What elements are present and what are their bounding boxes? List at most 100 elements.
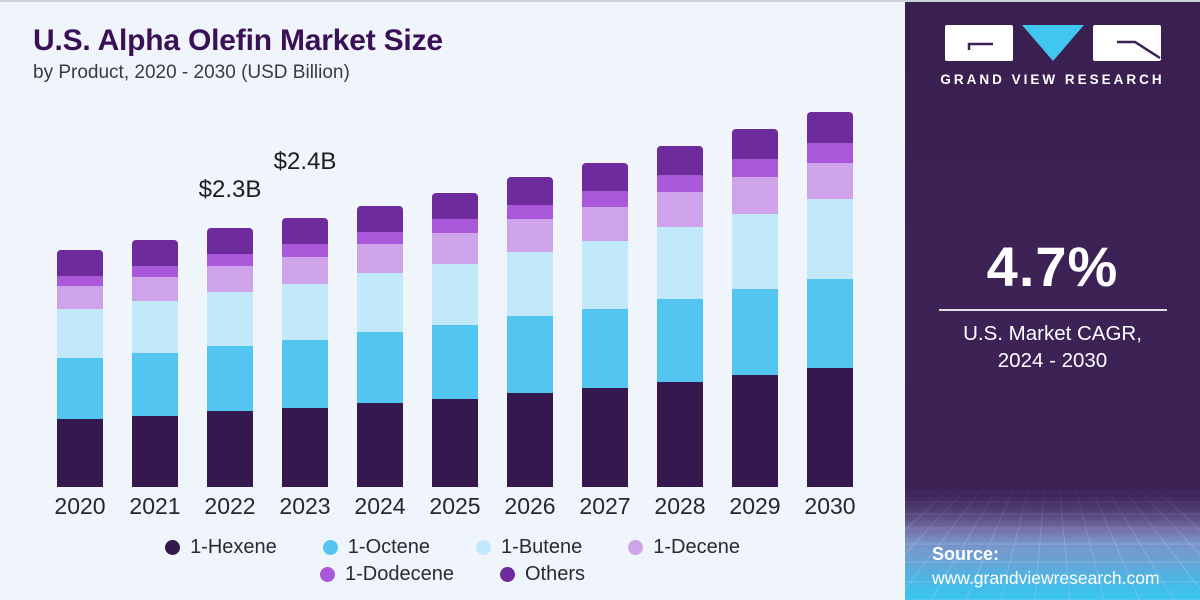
segment-1-hexene-2022[interactable] [207, 411, 253, 487]
segment-1-hexene-2021[interactable] [132, 415, 178, 487]
segment-1-hexene-2024[interactable] [357, 403, 403, 487]
legend-dot-icon [320, 567, 335, 582]
bar-2024[interactable] [357, 205, 403, 487]
segment-1-dodecene-2026[interactable] [507, 204, 553, 220]
segment-1-butene-2027[interactable] [582, 240, 628, 309]
segment-1-octene-2020[interactable] [57, 358, 103, 420]
segment-1-butene-2023[interactable] [282, 283, 328, 341]
segment-1-butene-2029[interactable] [732, 213, 778, 290]
segment-1-hexene-2023[interactable] [282, 407, 328, 487]
segment-1-octene-2024[interactable] [357, 332, 403, 404]
segment-1-hexene-2029[interactable] [732, 375, 778, 487]
bar-2022[interactable] [207, 228, 253, 487]
x-axis-label-2020: 2020 [54, 493, 106, 519]
segment-1-hexene-2025[interactable] [432, 398, 478, 487]
legend-item-1-butene[interactable]: 1-Butene [476, 536, 582, 559]
gvr-logo [905, 25, 1200, 61]
segment-1-butene-2026[interactable] [507, 252, 553, 317]
segment-1-butene-2028[interactable] [657, 227, 703, 300]
segment-1-decene-2030[interactable] [807, 162, 853, 199]
segment-1-dodecene-2029[interactable] [732, 159, 778, 178]
segment-others-2026[interactable] [507, 177, 553, 205]
segment-1-butene-2030[interactable] [807, 198, 853, 280]
bar-2021[interactable] [132, 239, 178, 487]
segment-others-2025[interactable] [432, 193, 478, 220]
segment-1-decene-2024[interactable] [357, 244, 403, 274]
bar-2030[interactable] [807, 111, 853, 487]
segment-1-dodecene-2023[interactable] [282, 244, 328, 257]
brand-panel: GRAND VIEW RESEARCH 4.7% U.S. Market CAG… [905, 2, 1200, 600]
segment-1-decene-2023[interactable] [282, 256, 328, 284]
segment-1-dodecene-2028[interactable] [657, 175, 703, 193]
segment-1-hexene-2028[interactable] [657, 381, 703, 487]
segment-others-2022[interactable] [207, 228, 253, 255]
segment-1-octene-2025[interactable] [432, 325, 478, 399]
source-block: Source: www.grandviewresearch.com [932, 544, 1160, 589]
segment-1-octene-2028[interactable] [657, 299, 703, 382]
segment-1-decene-2020[interactable] [57, 285, 103, 309]
segment-1-dodecene-2027[interactable] [582, 191, 628, 207]
x-axis-label-2025: 2025 [429, 493, 481, 519]
segment-1-octene-2030[interactable] [807, 279, 853, 369]
segment-1-dodecene-2022[interactable] [207, 254, 253, 266]
segment-others-2030[interactable] [807, 111, 853, 144]
segment-1-octene-2022[interactable] [207, 345, 253, 412]
legend-dot-icon [476, 540, 492, 555]
segment-1-octene-2023[interactable] [282, 340, 328, 408]
segment-1-butene-2025[interactable] [432, 264, 478, 326]
segment-1-butene-2022[interactable] [207, 291, 253, 346]
segment-others-2029[interactable] [732, 128, 778, 160]
x-axis-label-2022: 2022 [204, 493, 256, 519]
legend-label: 1-Dodecene [345, 563, 454, 585]
segment-1-butene-2024[interactable] [357, 273, 403, 333]
segment-1-decene-2029[interactable] [732, 177, 778, 214]
segment-1-decene-2028[interactable] [657, 192, 703, 228]
cagr-value: 4.7% [986, 235, 1119, 298]
bar-2023[interactable] [282, 218, 328, 487]
segment-1-dodecene-2025[interactable] [432, 219, 478, 233]
segment-1-octene-2021[interactable] [132, 352, 178, 416]
source-label: Source: [932, 544, 1000, 564]
segment-others-2020[interactable] [57, 249, 103, 276]
segment-1-hexene-2030[interactable] [807, 368, 853, 487]
legend-item-1-octene[interactable]: 1-Octene [322, 536, 430, 559]
segment-others-2023[interactable] [282, 218, 328, 245]
cagr-divider [938, 309, 1167, 311]
cagr-label-line2: 2024 - 2030 [997, 349, 1108, 372]
segment-others-2027[interactable] [582, 162, 628, 192]
segment-1-decene-2021[interactable] [132, 276, 178, 301]
legend-item-others[interactable]: Others [499, 563, 585, 586]
legend-item-1-decene[interactable]: 1-Decene [628, 536, 740, 559]
segment-1-octene-2027[interactable] [582, 308, 628, 388]
segment-1-butene-2020[interactable] [57, 308, 103, 359]
source-url[interactable]: www.grandviewresearch.com [932, 568, 1160, 588]
segment-1-hexene-2020[interactable] [57, 419, 103, 487]
segment-others-2028[interactable] [657, 145, 703, 176]
logo-g-mark [944, 25, 1013, 61]
legend-item-1-dodecene[interactable]: 1-Dodecene [320, 563, 454, 586]
bar-2028[interactable] [657, 145, 703, 487]
segment-1-hexene-2027[interactable] [582, 387, 628, 487]
bar-2025[interactable] [432, 193, 478, 487]
logo-r-mark [1092, 25, 1161, 61]
bar-2027[interactable] [582, 162, 628, 487]
segment-1-decene-2026[interactable] [507, 219, 553, 253]
bar-2029[interactable] [732, 128, 778, 487]
segment-1-butene-2021[interactable] [132, 300, 178, 353]
bar-2020[interactable] [57, 249, 103, 487]
segment-1-decene-2025[interactable] [432, 232, 478, 265]
segment-1-decene-2027[interactable] [582, 206, 628, 241]
bar-2026[interactable] [507, 177, 553, 487]
segment-1-dodecene-2020[interactable] [57, 275, 103, 286]
segment-1-decene-2022[interactable] [207, 265, 253, 292]
legend-item-1-hexene[interactable]: 1-Hexene [165, 536, 277, 559]
segment-1-dodecene-2024[interactable] [357, 231, 403, 245]
segment-1-octene-2026[interactable] [507, 316, 553, 394]
segment-1-dodecene-2030[interactable] [807, 143, 853, 163]
segment-1-hexene-2026[interactable] [507, 393, 553, 487]
segment-1-dodecene-2021[interactable] [132, 265, 178, 277]
segment-others-2021[interactable] [132, 239, 178, 266]
segment-1-octene-2029[interactable] [732, 289, 778, 376]
legend-dot-icon [322, 540, 338, 555]
segment-others-2024[interactable] [357, 205, 403, 232]
